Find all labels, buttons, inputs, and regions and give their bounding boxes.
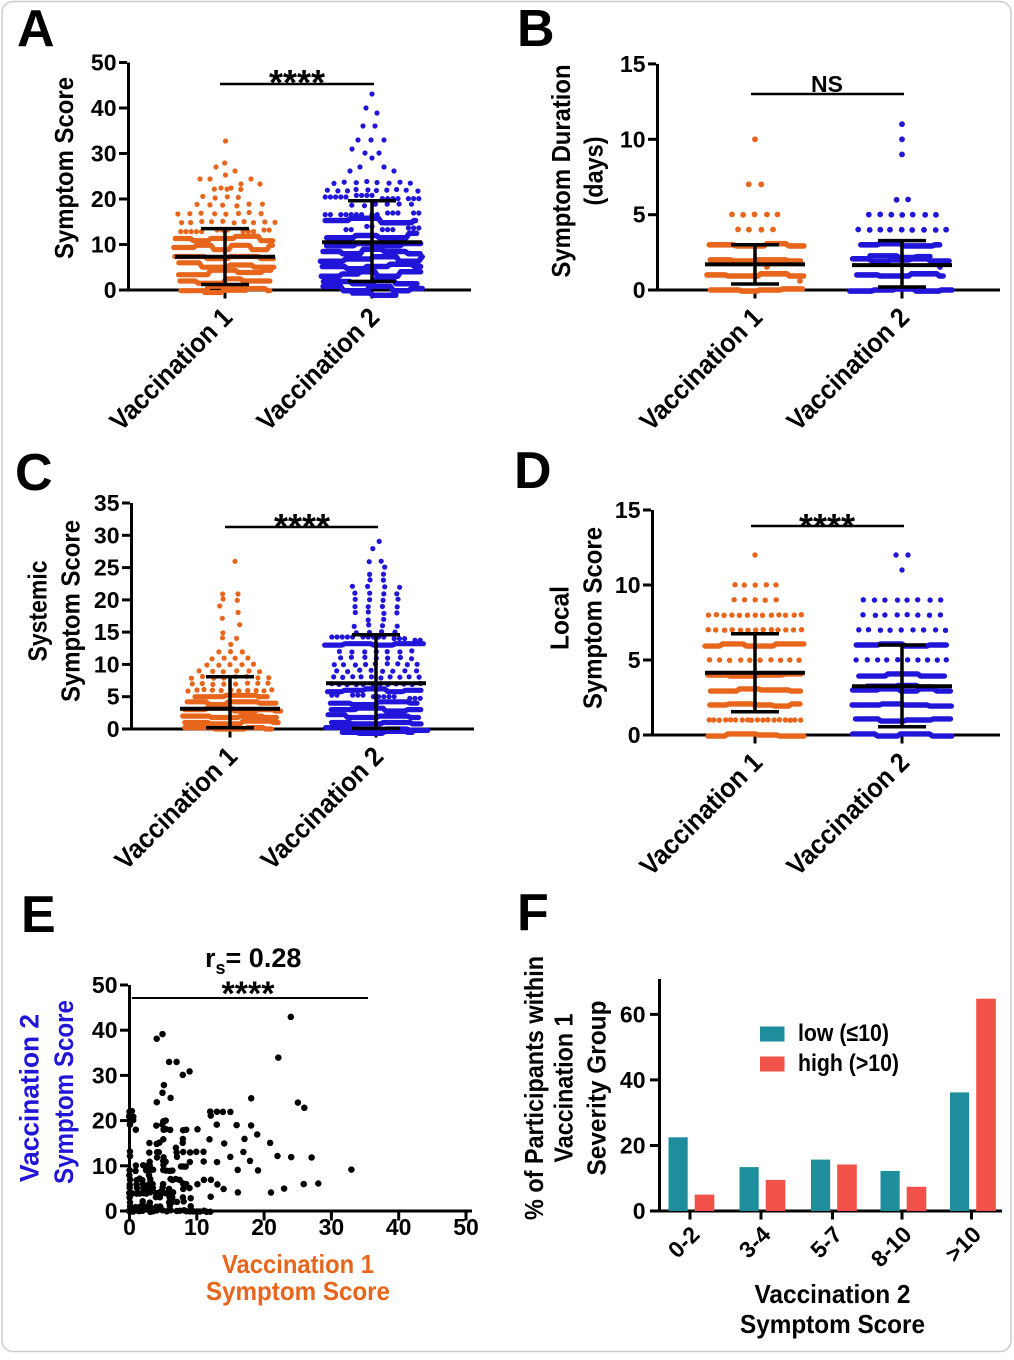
svg-text:D: D [514,442,552,500]
svg-text:0: 0 [107,716,120,742]
svg-text:15: 15 [620,51,646,77]
svg-text:5: 5 [107,684,120,710]
svg-text:50: 50 [91,50,117,76]
svg-text:E: E [21,886,56,944]
svg-text:25: 25 [94,555,120,581]
svg-text:Vaccination 1: Vaccination 1 [222,1249,374,1279]
svg-text:0: 0 [104,277,117,303]
svg-text:(days): (days) [579,137,609,206]
svg-text:C: C [15,444,53,502]
svg-text:10: 10 [94,651,120,677]
svg-text:Symptom Score: Symptom Score [740,1309,925,1339]
svg-text:30: 30 [319,1214,345,1240]
svg-text:****: **** [222,975,276,1013]
svg-text:0: 0 [633,1198,646,1224]
svg-text:NS: NS [811,71,843,97]
svg-text:****: **** [274,506,330,547]
svg-text:Vaccination 1: Vaccination 1 [549,1014,579,1163]
svg-text:Symptom Score: Symptom Score [49,77,79,259]
svg-text:5: 5 [628,647,641,673]
svg-text:5: 5 [633,202,646,228]
svg-text:20: 20 [251,1214,277,1240]
svg-text:40: 40 [386,1214,412,1240]
svg-text:high (>10): high (>10) [798,1050,899,1077]
svg-text:10: 10 [620,126,646,152]
svg-text:40: 40 [620,1067,646,1093]
svg-text:Systemic: Systemic [23,561,53,662]
svg-text:20: 20 [92,1108,118,1134]
svg-text:35: 35 [94,490,120,516]
svg-text:40: 40 [92,1017,118,1043]
svg-text:10: 10 [615,572,641,598]
svg-text:0: 0 [628,722,641,748]
svg-text:****: **** [799,506,855,547]
svg-text:0: 0 [123,1214,136,1240]
svg-text:Symptom Score: Symptom Score [49,1000,79,1184]
svg-text:20: 20 [620,1132,646,1158]
svg-text:Severity Group: Severity Group [582,1001,612,1176]
svg-text:10: 10 [184,1214,210,1240]
svg-text:40: 40 [91,95,117,121]
svg-text:15: 15 [615,497,641,523]
svg-text:0: 0 [105,1198,118,1224]
svg-text:low (≤10): low (≤10) [798,1020,889,1047]
svg-text:60: 60 [620,1001,646,1027]
svg-text:Symptom Duration: Symptom Duration [546,65,576,278]
svg-text:15: 15 [94,619,120,645]
svg-text:10: 10 [91,232,117,258]
svg-text:B: B [517,0,555,58]
svg-text:% of Participants within: % of Participants within [519,956,549,1220]
svg-text:Local: Local [545,586,575,650]
svg-text:Symptom Score: Symptom Score [56,520,86,702]
svg-text:Symptom Score: Symptom Score [206,1276,390,1306]
svg-text:Vaccination 2: Vaccination 2 [15,1014,45,1182]
svg-text:Vaccination 2: Vaccination 2 [755,1279,911,1309]
svg-text:30: 30 [92,1062,118,1088]
svg-text:50: 50 [453,1214,479,1240]
svg-text:F: F [517,884,549,942]
svg-text:0: 0 [633,277,646,303]
svg-text:10: 10 [92,1153,118,1179]
svg-text:Symptom Score: Symptom Score [578,527,608,709]
svg-text:20: 20 [94,587,120,613]
svg-text:30: 30 [94,522,120,548]
svg-text:A: A [17,0,55,58]
svg-text:20: 20 [91,186,117,212]
svg-text:30: 30 [91,141,117,167]
svg-text:****: **** [269,62,325,103]
svg-text:50: 50 [92,972,118,998]
